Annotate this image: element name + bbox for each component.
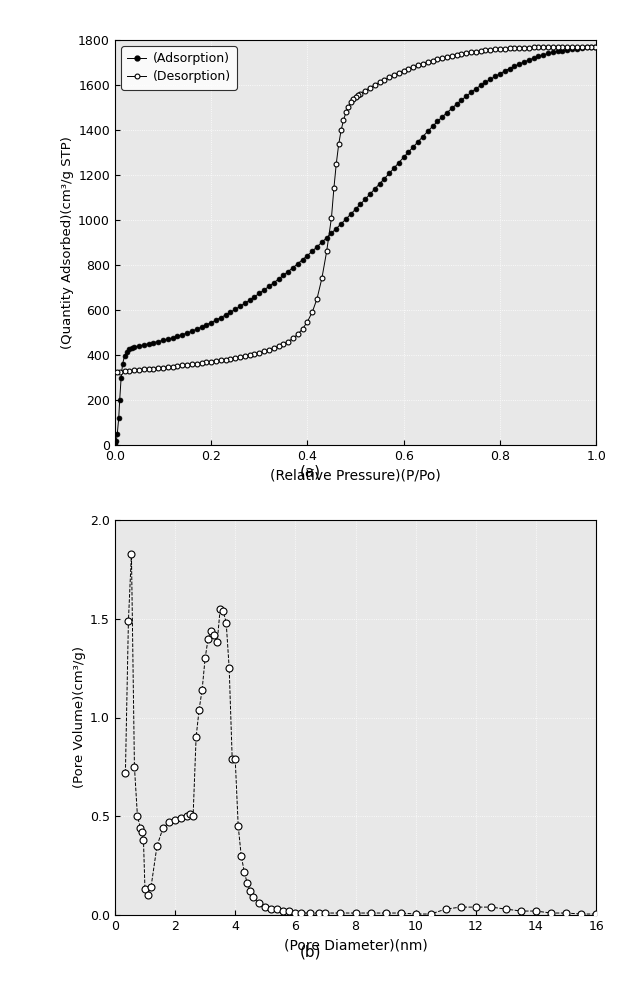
Text: (a): (a) xyxy=(300,464,321,480)
Legend: (Adsorption), (Desorption): (Adsorption), (Desorption) xyxy=(121,46,237,90)
X-axis label: (Pore Diameter)(nm): (Pore Diameter)(nm) xyxy=(284,938,427,952)
Text: (b): (b) xyxy=(300,944,321,960)
Y-axis label: (Quantity Adsorbed)(cm³/g STP): (Quantity Adsorbed)(cm³/g STP) xyxy=(61,136,74,349)
Y-axis label: (Pore Volume)(cm³/g): (Pore Volume)(cm³/g) xyxy=(73,647,86,788)
X-axis label: (Relative Pressure)(P/Po): (Relative Pressure)(P/Po) xyxy=(270,468,441,482)
